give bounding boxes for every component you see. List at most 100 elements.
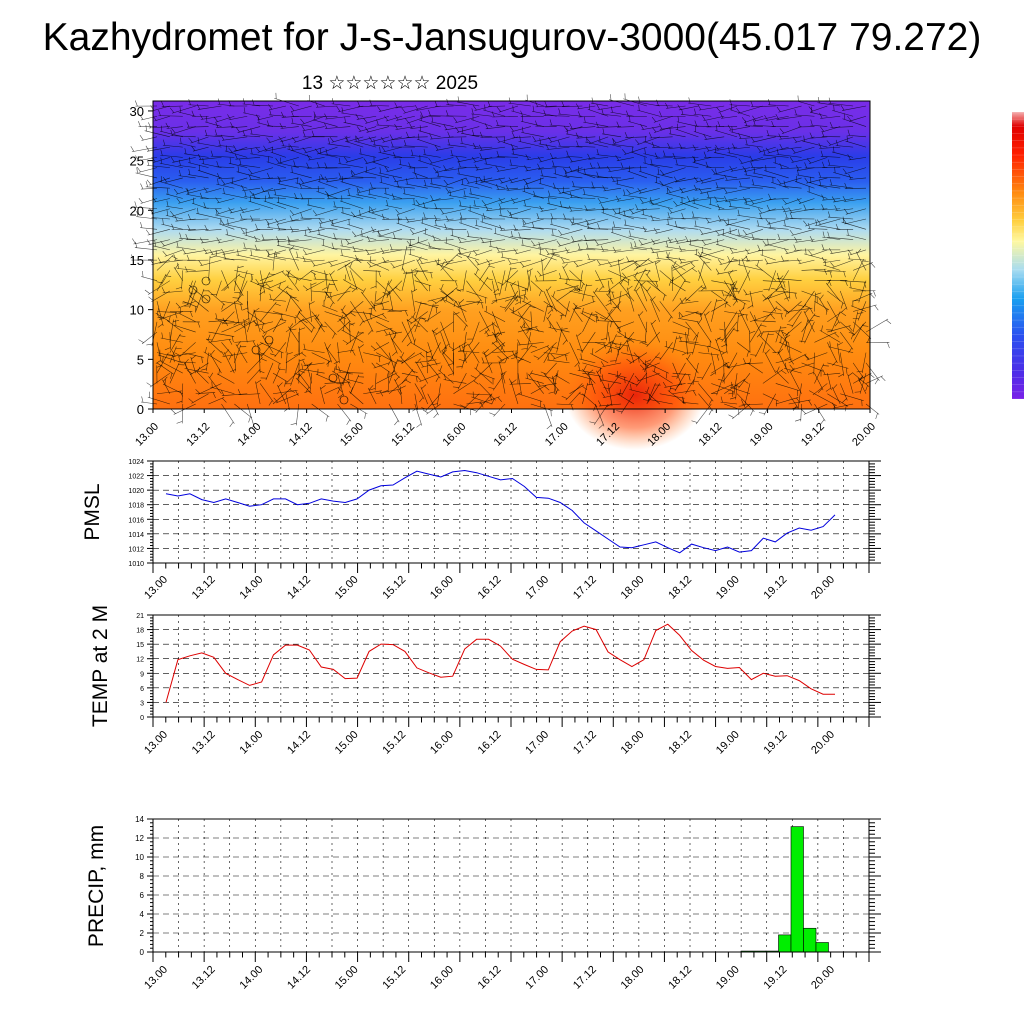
wind-barb — [311, 324, 323, 343]
wind-barb-flag — [481, 200, 486, 206]
wind-barb-flag — [184, 358, 189, 364]
wind-barb-flag — [237, 266, 244, 268]
wind-barb-flag — [307, 199, 310, 206]
wind-barb-flag — [175, 287, 182, 290]
wind-barb-flag — [166, 209, 169, 216]
wind-barb — [141, 116, 158, 121]
y-tick-label: 0 — [140, 948, 145, 957]
wind-barb-flag — [392, 351, 397, 356]
wind-barb — [459, 222, 480, 230]
wind-barb-flag — [430, 195, 434, 201]
wind-barb — [580, 312, 596, 323]
wind-barb-flag — [499, 224, 503, 231]
wind-barb — [788, 280, 791, 299]
wind-barb — [410, 311, 428, 325]
wind-barb-flag — [467, 230, 470, 237]
wind-barb — [784, 198, 802, 205]
wind-barb — [446, 218, 467, 222]
wind-barb-flag — [586, 136, 588, 143]
wind-barb — [521, 132, 544, 138]
wind-barb — [502, 141, 519, 148]
wind-barb — [582, 382, 588, 405]
wind-barb-flag — [402, 267, 406, 274]
wind-barb — [551, 375, 557, 394]
wind-barb — [290, 362, 300, 386]
wind-barb-flag — [416, 376, 422, 382]
wind-barb-flag — [598, 424, 604, 429]
wind-barb — [730, 167, 751, 172]
wind-barb-flag — [746, 350, 749, 357]
wind-barb — [667, 390, 686, 405]
wind-barb — [223, 351, 235, 374]
wind-barb-flag — [513, 224, 517, 231]
wind-barb — [339, 200, 364, 210]
wind-barb — [215, 280, 222, 297]
wind-barb-flag — [703, 133, 707, 140]
wind-barb-flag — [806, 158, 812, 164]
wind-barb — [801, 319, 809, 343]
wind-barb-flag — [547, 136, 552, 143]
wind-barb — [242, 229, 261, 235]
wind-barb — [818, 218, 841, 226]
wind-barb — [562, 266, 570, 281]
wind-barb — [729, 280, 738, 298]
wind-barb-flag — [390, 141, 394, 148]
wind-barb — [329, 273, 338, 292]
wind-barb — [776, 278, 802, 281]
wind-barb — [439, 265, 454, 281]
wind-barb — [728, 232, 751, 240]
wind-barb — [703, 239, 725, 246]
wind-barb-flag — [352, 350, 356, 356]
wind-barb — [183, 361, 196, 384]
wind-barb — [849, 116, 867, 122]
wind-barb-flag — [472, 142, 476, 149]
wind-barb-flag — [776, 272, 780, 279]
wind-barb-flag — [327, 360, 329, 367]
wind-barb-flag — [662, 381, 667, 388]
wind-barb-flag — [149, 208, 154, 214]
x-tick-label: 17.00 — [523, 964, 551, 992]
wind-barb — [571, 222, 596, 230]
wind-barb — [651, 249, 673, 254]
wind-barb-flag — [559, 314, 566, 317]
wind-barb-flag — [493, 288, 499, 293]
wind-barb-flag — [311, 327, 315, 333]
wind-barb-flag — [368, 385, 374, 390]
wind-barb — [349, 391, 364, 405]
wind-barb — [807, 191, 828, 199]
wind-barb-flag — [801, 409, 806, 414]
wind-barb — [538, 182, 557, 189]
wind-barb — [701, 177, 725, 184]
wind-barb — [596, 239, 622, 246]
wind-barb-flag — [411, 268, 418, 272]
wind-barb — [681, 218, 699, 220]
wind-barb-flag — [379, 146, 381, 153]
wind-barb-flag — [289, 215, 293, 222]
wind-barb-flag — [306, 162, 310, 169]
wind-barb-flag — [681, 212, 684, 219]
wind-barb-flag — [215, 197, 220, 203]
wind-barb — [162, 290, 183, 294]
wind-barb — [744, 198, 763, 203]
wind-barb-flag — [667, 252, 670, 259]
wind-barb-flag — [727, 218, 730, 225]
wind-barb — [865, 362, 880, 381]
wind-barb — [397, 218, 415, 221]
wind-barb-flag — [162, 251, 167, 256]
x-tick-label: 18.12 — [666, 574, 694, 602]
wind-barb — [473, 146, 493, 149]
colorbar-divisions — [1012, 111, 1024, 400]
x-tick-label: 15.12 — [380, 574, 408, 602]
wind-barb — [147, 396, 170, 405]
wind-barb — [569, 197, 596, 199]
wind-barb — [650, 298, 661, 322]
wind-barb-flag — [794, 109, 797, 116]
wind-barb — [281, 145, 299, 148]
wind-barb — [646, 362, 669, 374]
wind-barb-flag — [698, 318, 703, 324]
wind-barb-flag — [784, 334, 791, 339]
wind-barb — [298, 373, 311, 389]
wind-barb-flag — [585, 219, 590, 225]
wind-barb — [831, 386, 841, 405]
wind-barb-flag — [267, 172, 270, 179]
